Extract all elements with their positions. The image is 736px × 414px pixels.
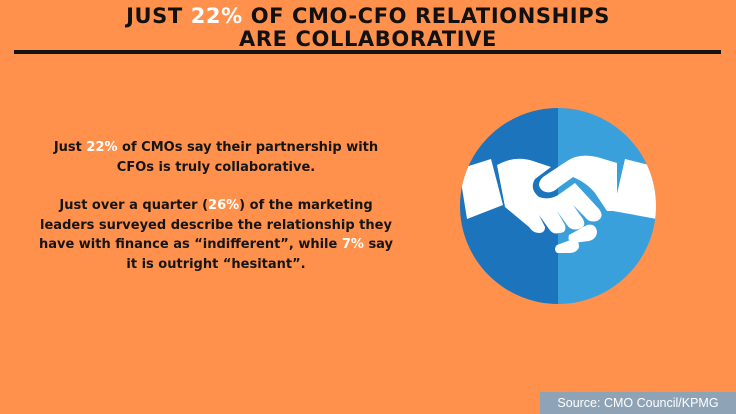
title-line-1: JUST 22% OF CMO-CFO RELATIONSHIPS: [0, 5, 736, 28]
p2-text-start: Just over a quarter (: [59, 198, 209, 213]
body-text: Just 22% of CMOs say their partnership w…: [38, 138, 394, 274]
stat-26-highlight: 26%: [208, 198, 240, 213]
stat-7-highlight: 7%: [341, 237, 364, 252]
source-credit: Source: CMO Council/KPMG: [540, 392, 736, 414]
handshake-icon: [460, 108, 656, 304]
title-text-start: JUST: [126, 4, 191, 28]
p2-text-end: say it is outright “hesitant”.: [126, 237, 394, 272]
stat-22-highlight: 22%: [86, 140, 118, 155]
page-title: JUST 22% OF CMO-CFO RELATIONSHIPS ARE CO…: [0, 5, 736, 51]
title-stat-highlight: 22%: [190, 4, 243, 28]
handshake-hands: [460, 155, 656, 253]
title-text-end: OF CMO-CFO RELATIONSHIPS: [242, 4, 610, 28]
paragraph-collaborative: Just 22% of CMOs say their partnership w…: [38, 138, 394, 177]
p1-text-start: Just: [53, 140, 87, 155]
p1-text-end: of CMOs say their partnership with CFOs …: [116, 140, 379, 175]
title-line-2: ARE COLLABORATIVE: [239, 27, 497, 51]
p2-text-middle: ) of the marketing leaders surveyed desc…: [38, 198, 392, 252]
title-divider: [14, 50, 721, 54]
paragraph-indifferent: Just over a quarter (26%) of the marketi…: [38, 196, 394, 274]
